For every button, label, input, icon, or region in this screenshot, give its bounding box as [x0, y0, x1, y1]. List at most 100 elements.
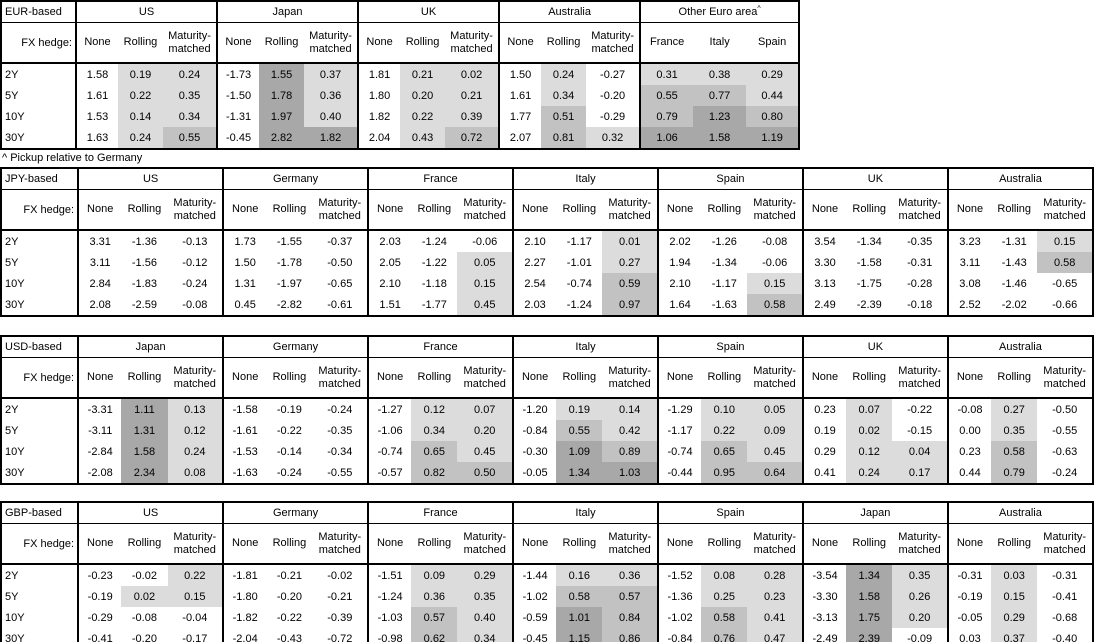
value-cell: 3.08 — [946, 273, 992, 294]
hedge-column-header: None — [946, 189, 992, 231]
value-cell: 0.19 — [118, 63, 163, 85]
hedge-column-header: Rolling — [991, 523, 1038, 565]
hedge-column-header: Maturity-matched — [602, 189, 658, 231]
value-cell: -0.05 — [511, 462, 557, 484]
value-cell: 0.14 — [118, 106, 163, 127]
hedge-column-header: Rolling — [118, 22, 163, 64]
value-cell: 0.45 — [747, 441, 803, 462]
value-cell: -0.66 — [1052, 298, 1078, 311]
country-header: Australia — [946, 502, 1093, 524]
value-cell: 0.24 — [846, 462, 893, 484]
country-header-row: JPY-based US Germany France Italy Spain UK Aust… — [1, 168, 1093, 190]
gbp-based-table: GBP-based US Germany France Italy Spain Japan A… — [0, 501, 1094, 642]
value-cell: 2.84 — [77, 273, 122, 294]
value-cell: 0.07 — [457, 398, 513, 420]
value-cell: 0.89 — [602, 441, 658, 462]
value-cell: 0.34 — [457, 628, 514, 642]
value-cell: 2.10 — [656, 273, 702, 294]
value-cell: -0.40 — [1052, 632, 1078, 642]
value-cell: 0.09 — [411, 564, 458, 586]
hedge-column-header: None — [222, 189, 267, 231]
value-cell: 1.11 — [121, 398, 168, 420]
value-cell: -0.45 — [512, 628, 557, 642]
fx-hedge-label: FX hedge: — [1, 189, 79, 231]
hedge-column-header: None — [656, 357, 702, 399]
hedge-header-row: FX hedge: None Rolling Maturity-matched None… — [1, 22, 800, 64]
value-cell: -2.08 — [77, 462, 122, 484]
value-cell: -0.08 — [182, 298, 208, 311]
hedge-column-header: Rolling — [121, 189, 168, 231]
hedge-column-header: Rolling — [411, 357, 458, 399]
hedge-column-header: France — [639, 22, 694, 64]
value-cell: -0.65 — [1052, 277, 1078, 290]
base-label: USD-based — [1, 336, 79, 358]
value-cell: -0.65 — [327, 277, 353, 290]
value-cell: -0.22 — [276, 611, 302, 624]
data-row: 30Y 1.63 0.24 0.55 -0.45 2.82 1.82 2.04 0.43 0.72… — [1, 127, 800, 149]
value-cell: -0.98 — [367, 628, 412, 642]
value-cell: 0.12 — [411, 398, 458, 420]
hedge-column-header: Maturity-matched — [167, 523, 224, 565]
fx-hedge-label: FX hedge: — [1, 22, 76, 64]
hedge-column-header: None — [801, 189, 847, 231]
value-cell: -3.11 — [77, 420, 122, 441]
value-cell: -1.36 — [656, 586, 702, 607]
country-header: France — [367, 336, 513, 358]
value-cell: 0.35 — [991, 420, 1038, 441]
value-cell: 0.35 — [457, 586, 514, 607]
value-cell: 0.34 — [411, 420, 458, 441]
tenor-row-label: 2Y — [5, 403, 19, 416]
value-cell: -1.03 — [367, 607, 412, 628]
hedge-header-row: FX hedge: None Rolling Maturity-matched None… — [1, 357, 1093, 399]
value-cell: -1.17 — [566, 235, 592, 248]
value-cell: -0.43 — [276, 632, 302, 642]
value-cell: -2.04 — [222, 628, 267, 642]
value-cell: -1.43 — [1001, 256, 1027, 269]
value-cell: 1.58 — [846, 586, 893, 607]
country-header-row: EUR-based US Japan UK Australia Other Euro ar… — [1, 1, 800, 23]
data-row: 2Y 1.58 0.19 0.24 -1.73 1.55 0.37 1.81 0.21 0.02 1… — [1, 63, 800, 85]
value-cell: -0.74 — [656, 441, 702, 462]
data-row: 10Y 2.84 -1.83 -0.24 1.31 -1.97 -0.65 2.10 -1.18… — [1, 273, 1093, 294]
value-cell: 0.15 — [167, 586, 224, 607]
country-header: Germany — [222, 168, 369, 190]
hedge-column-header: None — [512, 523, 557, 565]
value-cell: -3.31 — [77, 398, 122, 420]
value-cell: -0.20 — [276, 590, 302, 603]
value-cell: -0.63 — [1052, 445, 1078, 458]
country-header: Italy — [512, 168, 658, 190]
hedge-column-header: Rolling — [411, 189, 458, 231]
value-cell: -0.31 — [946, 564, 992, 586]
value-cell: 0.45 — [222, 294, 267, 316]
value-cell: 0.13 — [167, 398, 224, 420]
hedge-column-header: Maturity-matched — [163, 22, 218, 64]
value-cell: 1.23 — [693, 106, 747, 127]
value-cell: -0.74 — [566, 277, 592, 290]
value-cell: -1.31 — [216, 106, 260, 127]
tenor-row-label: 30Y — [5, 466, 25, 479]
tenor-row-label: 5Y — [5, 256, 19, 269]
value-cell: -2.49 — [801, 628, 847, 642]
value-cell: 2.34 — [121, 462, 168, 484]
value-cell: 0.24 — [163, 63, 218, 85]
value-cell: 0.02 — [121, 586, 168, 607]
hedge-column-header: Maturity-matched — [892, 357, 948, 399]
value-cell: -1.01 — [566, 256, 592, 269]
value-cell: 0.00 — [946, 420, 992, 441]
value-cell: -0.12 — [182, 256, 208, 269]
value-cell: -1.73 — [216, 63, 260, 85]
value-cell: -0.50 — [327, 256, 353, 269]
value-cell: 0.79 — [639, 106, 694, 127]
value-cell: 0.43 — [400, 127, 446, 149]
value-cell: 2.49 — [801, 294, 847, 316]
country-header: Germany — [222, 336, 369, 358]
value-cell: 2.39 — [846, 628, 893, 642]
value-cell: 0.84 — [602, 607, 658, 628]
spacer — [0, 317, 1094, 335]
hedge-column-header: None — [498, 22, 542, 64]
hedge-column-header: None — [367, 189, 412, 231]
tenor-row-label: 5Y — [5, 89, 19, 102]
hedge-column-header: Spain — [746, 22, 800, 64]
hedge-header-row: FX hedge: None Rolling Maturity-matched None… — [1, 189, 1093, 231]
value-cell: -0.30 — [511, 441, 557, 462]
